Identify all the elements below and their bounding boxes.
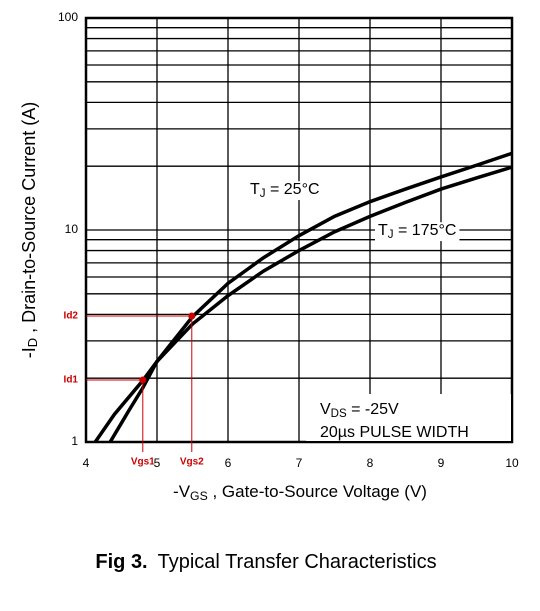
annotation-x-label: Vgs2	[180, 457, 204, 468]
x-axis-title-rest: , Gate-to-Source Voltage (V)	[208, 482, 427, 501]
series-label-rest: = 175°C	[394, 222, 457, 239]
label-bg	[247, 181, 323, 201]
y-axis-title-rest: , Drain-to-Source Current (A)	[19, 102, 39, 338]
note-main: V	[320, 401, 331, 418]
plot-frame	[84, 16, 514, 444]
note: VDS = -25V	[320, 401, 399, 420]
series-label-main: T	[378, 222, 388, 239]
annotation-y-label: Id1	[64, 375, 79, 386]
x-axis-title-sub: GS	[190, 489, 208, 503]
x-tick-label: 9	[438, 456, 445, 470]
caption-label: Fig 3.	[95, 551, 147, 573]
y-tick-label: 10	[65, 222, 79, 236]
y-axis-title-sub: D	[25, 338, 40, 347]
x-axis-title: -VGS , Gate-to-Source Voltage (V)	[173, 482, 427, 503]
annotation-x-label: Vgs1	[131, 457, 155, 468]
note-box	[306, 394, 511, 441]
series-label: TJ = 25°C	[250, 181, 320, 200]
y-tick-label: 1	[71, 434, 78, 448]
caption-text: Typical Transfer Characteristics	[158, 551, 437, 573]
y-axis-title-main: -I	[19, 347, 39, 358]
note-sub: DS	[331, 408, 347, 420]
x-tick-label: 10	[505, 456, 519, 470]
x-tick-label: 5	[154, 456, 161, 470]
x-tick-label: 6	[225, 456, 232, 470]
series-label-main: T	[250, 181, 260, 198]
y-axis-title: -ID , Drain-to-Source Current (A)	[19, 102, 41, 358]
note-rest: = -25V	[347, 401, 399, 418]
y-tick-label: 100	[58, 10, 78, 24]
annotation-point	[139, 376, 147, 384]
x-tick-label: 8	[367, 456, 374, 470]
curve	[93, 165, 512, 442]
series-label-sub: J	[260, 188, 266, 200]
series-label-rest: = 25°C	[266, 181, 320, 198]
x-tick-label: 4	[83, 456, 90, 470]
series-label: TJ = 175°C	[378, 222, 456, 241]
note-main: 20µs PULSE WIDTH	[320, 424, 469, 441]
curve	[108, 151, 512, 442]
annotation-point	[188, 312, 196, 320]
x-tick-label: 7	[296, 456, 303, 470]
note: 20µs PULSE WIDTH	[320, 424, 469, 441]
label-bg	[375, 222, 460, 242]
annotation-y-label: Id2	[64, 311, 79, 322]
series-label-sub: J	[388, 229, 394, 241]
caption: Fig 3. Typical Transfer Characteristics	[95, 551, 436, 573]
x-axis-title-main: -V	[173, 482, 191, 501]
